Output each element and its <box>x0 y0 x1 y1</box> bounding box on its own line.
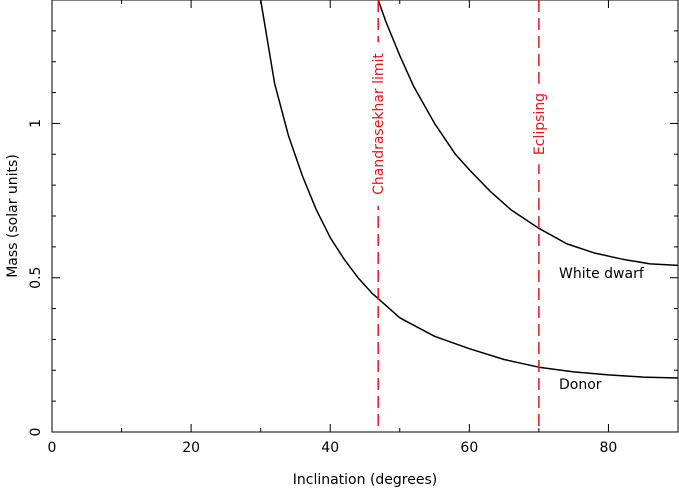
y-tick-label: 1 <box>28 119 44 128</box>
reference-lines <box>377 0 540 432</box>
chart-labels: Chandrasekhar limit Eclipsing White dwarf D… <box>369 42 645 393</box>
x-tick-label: 20 <box>182 440 200 456</box>
axis-ticks: 0 20 40 60 80 0 0.5 1 <box>28 0 679 456</box>
reference-label-backing <box>369 42 388 206</box>
x-tick-label: 0 <box>48 440 57 456</box>
reference-label-backing <box>529 83 548 165</box>
x-tick-label: 40 <box>321 440 339 456</box>
y-tick-label: 0.5 <box>28 267 44 289</box>
reference-label: Eclipsing <box>532 93 548 155</box>
x-tick-label: 60 <box>460 440 478 456</box>
reference-label: Chandrasekhar limit <box>371 53 387 195</box>
series-line-donor <box>259 0 679 379</box>
y-tick-label: 0 <box>28 428 44 437</box>
plot-frame <box>51 0 679 433</box>
series-line-white-dwarf <box>377 0 679 267</box>
series-label: White dwarf <box>559 266 645 282</box>
series-label: Donor <box>559 377 602 393</box>
x-tick-label: 80 <box>600 440 618 456</box>
x-axis-label: Inclination (degrees) <box>293 472 437 488</box>
series-layer <box>259 0 679 379</box>
y-axis-label: Mass (solar units) <box>5 154 21 278</box>
